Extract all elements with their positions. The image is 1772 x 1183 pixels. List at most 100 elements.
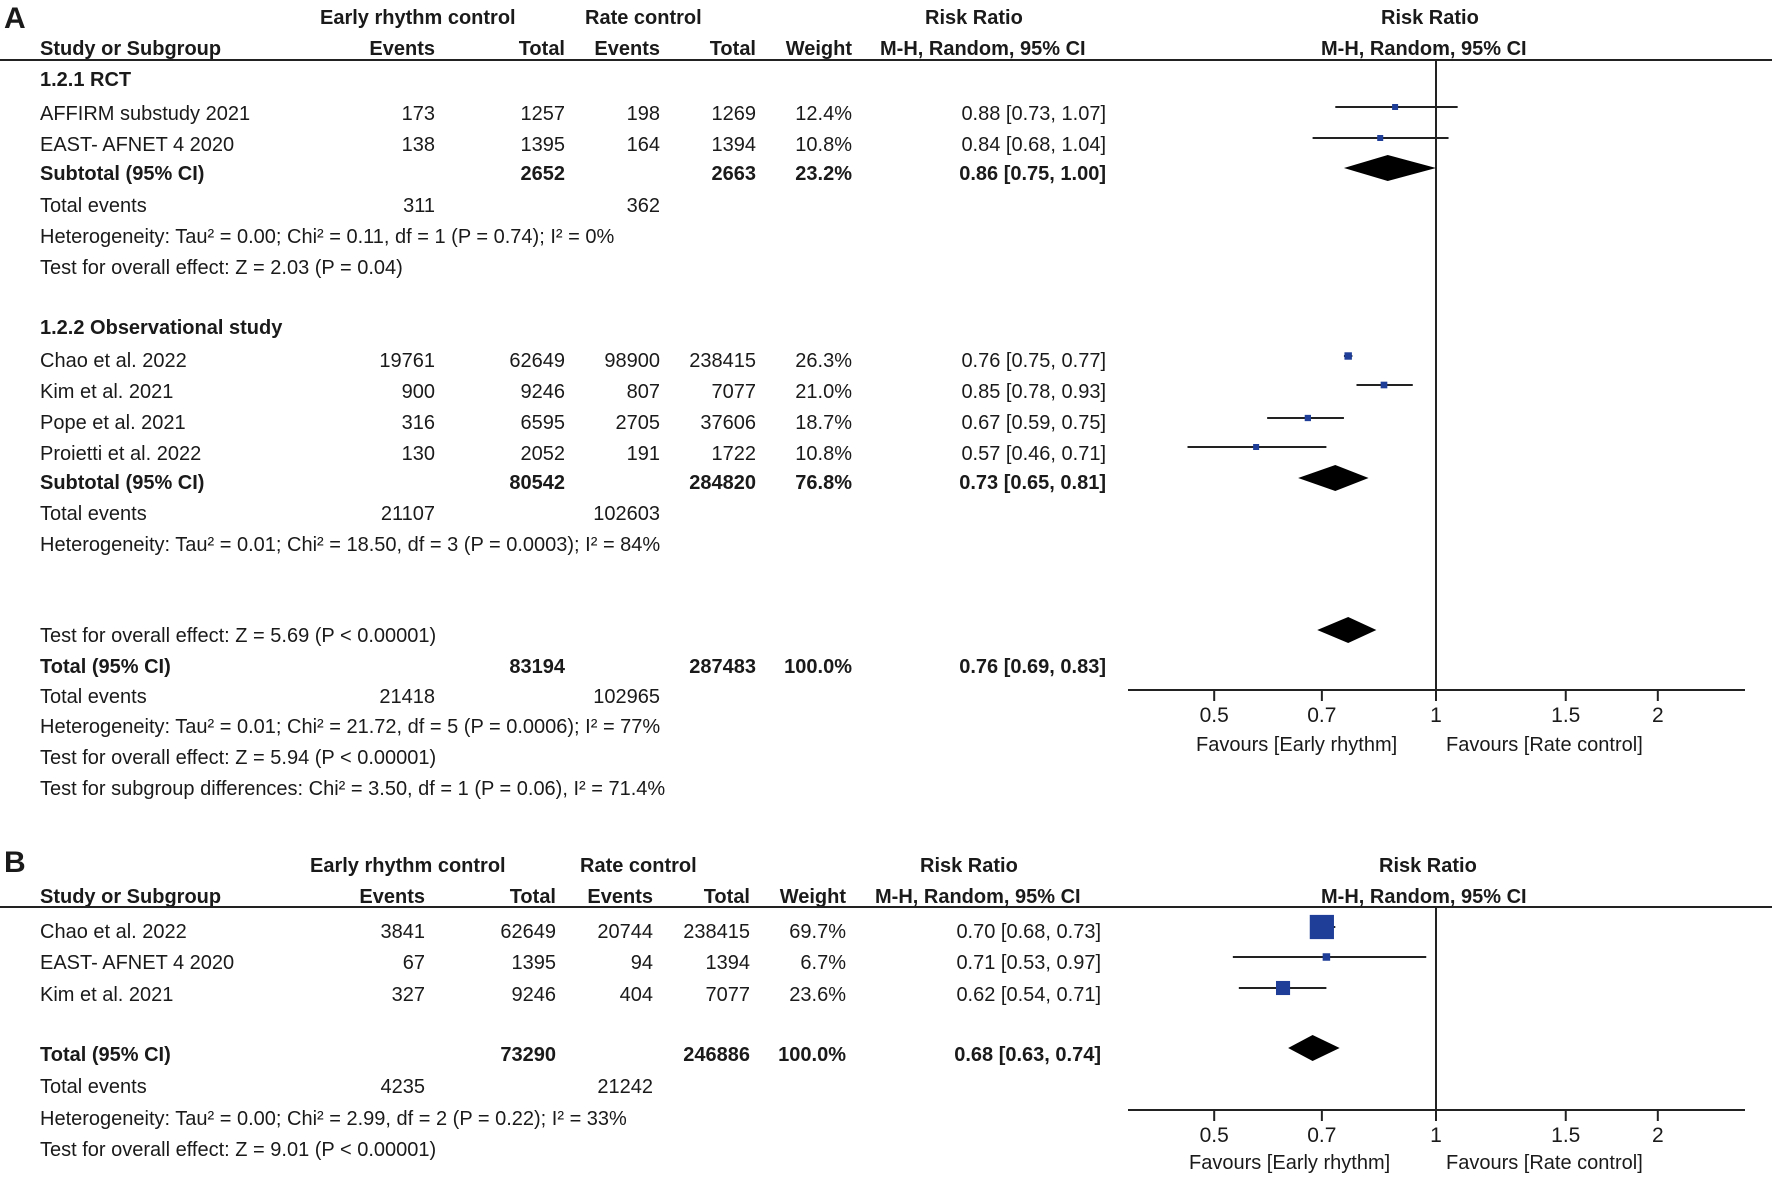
events-early: 67 bbox=[402, 952, 425, 974]
x-tick-label: 2 bbox=[1652, 704, 1664, 727]
events-early: 138 bbox=[401, 134, 435, 156]
study-name: Proietti et al. 2022 bbox=[40, 443, 202, 465]
total-rate: 7077 bbox=[705, 984, 751, 1006]
summary-statistic: Test for overall effect: Z = 5.94 (P < 0… bbox=[40, 747, 437, 769]
panel-a-col-total-early: Total bbox=[518, 38, 565, 60]
panel-b-label: B bbox=[4, 846, 26, 879]
weight-value: 10.8% bbox=[795, 134, 852, 156]
study-effect-square bbox=[1392, 104, 1399, 110]
subtotal-label: Subtotal (95% CI) bbox=[40, 163, 205, 185]
risk-ratio-ci: 0.71 [0.53, 0.97] bbox=[956, 952, 1101, 974]
x-tick-label: 1.5 bbox=[1551, 704, 1580, 727]
panel-a-header-risk-ratio: Risk Ratio bbox=[925, 7, 1023, 29]
total-events-label: Total events bbox=[40, 686, 147, 708]
panel-a-col-events-rate: Events bbox=[594, 38, 660, 60]
total-rate: 1394 bbox=[705, 952, 751, 974]
total-early: 9246 bbox=[520, 381, 566, 403]
x-tick-label: 0.7 bbox=[1307, 1124, 1336, 1147]
events-early: 173 bbox=[401, 103, 435, 125]
total-events-label: Total events bbox=[40, 1076, 147, 1098]
summary-diamond bbox=[1343, 155, 1436, 181]
total-early: 73290 bbox=[500, 1044, 556, 1066]
weight-value: 100.0% bbox=[778, 1044, 846, 1066]
study-effect-square bbox=[1304, 414, 1311, 422]
weight-value: 12.4% bbox=[795, 103, 852, 125]
panel-a-col-method: M-H, Random, 95% CI bbox=[880, 38, 1086, 60]
events-rate: 98900 bbox=[604, 350, 660, 372]
weight-value: 18.7% bbox=[795, 412, 852, 434]
weight-value: 69.7% bbox=[789, 921, 846, 943]
summary-diamond bbox=[1317, 617, 1377, 643]
study-name: Chao et al. 2022 bbox=[40, 921, 187, 943]
panel-a-favours-left: Favours [Early rhythm] bbox=[1196, 734, 1398, 756]
x-tick-label: 1.5 bbox=[1551, 1124, 1580, 1147]
panel-a-favours-right: Favours [Rate control] bbox=[1446, 734, 1643, 756]
summary-statistic: Heterogeneity: Tau² = 0.01; Chi² = 18.50… bbox=[40, 534, 661, 556]
subtotal-label: Subtotal (95% CI) bbox=[40, 472, 205, 494]
weight-value: 10.8% bbox=[795, 443, 852, 465]
total-rate: 1269 bbox=[711, 103, 757, 125]
total-rate: 238415 bbox=[683, 921, 750, 943]
total-rate: 238415 bbox=[689, 350, 756, 372]
study-effect-square bbox=[1377, 135, 1384, 141]
total-early: 83194 bbox=[509, 656, 565, 678]
panel-a-col-total-rate: Total bbox=[709, 38, 756, 60]
events-rate: 20744 bbox=[597, 921, 653, 943]
events-early: 316 bbox=[401, 412, 435, 434]
study-name: Pope et al. 2021 bbox=[40, 412, 186, 434]
events-early: 311 bbox=[403, 195, 435, 217]
subgroup-heading: 1.2.1 RCT bbox=[40, 69, 132, 91]
panel-a-col-weight: Weight bbox=[785, 38, 852, 60]
total-rate: 287483 bbox=[689, 656, 756, 678]
study-name: EAST- AFNET 4 2020 bbox=[40, 952, 235, 974]
events-early: 21107 bbox=[380, 503, 435, 525]
x-tick-label: 0.5 bbox=[1200, 1124, 1229, 1147]
events-rate: 102603 bbox=[593, 503, 660, 525]
panel-a-plot-method: M-H, Random, 95% CI bbox=[1321, 38, 1527, 60]
summary-statistic: Heterogeneity: Tau² = 0.00; Chi² = 0.11,… bbox=[40, 226, 615, 248]
study-effect-square bbox=[1344, 352, 1352, 360]
summary-statistic: Heterogeneity: Tau² = 0.01; Chi² = 21.72… bbox=[40, 716, 661, 738]
total-rate: 284820 bbox=[689, 472, 756, 494]
risk-ratio-ci: 0.73 [0.65, 0.81] bbox=[959, 472, 1106, 494]
total-rate: 2663 bbox=[711, 163, 757, 185]
panel-b-plot-title: Risk Ratio bbox=[1379, 855, 1477, 877]
weight-value: 6.7% bbox=[800, 952, 846, 974]
panel-a-header-rate-control: Rate control bbox=[585, 7, 702, 29]
events-rate: 362 bbox=[626, 195, 660, 217]
events-rate: 807 bbox=[626, 381, 660, 403]
total-early: 1395 bbox=[520, 134, 566, 156]
events-early: 900 bbox=[401, 381, 435, 403]
panel-a-label: A bbox=[4, 2, 26, 35]
total-early: 2652 bbox=[520, 163, 566, 185]
study-name: Chao et al. 2022 bbox=[40, 350, 187, 372]
events-early: 19761 bbox=[379, 350, 435, 372]
total-early: 80542 bbox=[509, 472, 565, 494]
total-early: 9246 bbox=[511, 984, 557, 1006]
summary-diamond bbox=[1298, 465, 1369, 491]
weight-value: 76.8% bbox=[795, 472, 852, 494]
total-rate: 7077 bbox=[711, 381, 757, 403]
panel-b-col-events-rate: Events bbox=[587, 886, 653, 908]
subgroup-heading: 1.2.2 Observational study bbox=[40, 317, 283, 339]
total-events-label: Total events bbox=[40, 503, 147, 525]
total-early: 2052 bbox=[520, 443, 566, 465]
panel-b-col-total-rate: Total bbox=[703, 886, 750, 908]
study-effect-square bbox=[1275, 980, 1291, 996]
events-rate: 102965 bbox=[593, 686, 660, 708]
total-rate: 246886 bbox=[683, 1044, 750, 1066]
summary-statistic: Test for overall effect: Z = 5.69 (P < 0… bbox=[40, 625, 437, 647]
events-early: 4235 bbox=[380, 1076, 426, 1098]
x-tick-label: 2 bbox=[1652, 1124, 1664, 1147]
risk-ratio-ci: 0.70 [0.68, 0.73] bbox=[956, 921, 1101, 943]
risk-ratio-ci: 0.67 [0.59, 0.75] bbox=[961, 412, 1106, 434]
events-rate: 198 bbox=[626, 103, 660, 125]
panel-a-plot-title: Risk Ratio bbox=[1381, 7, 1479, 29]
panel-b-col-weight: Weight bbox=[779, 886, 846, 908]
panel-b-col-total-early: Total bbox=[509, 886, 556, 908]
total-early: 1257 bbox=[520, 103, 566, 125]
summary-statistic: Test for overall effect: Z = 9.01 (P < 0… bbox=[40, 1139, 437, 1161]
panel-a-header-early-rhythm: Early rhythm control bbox=[320, 7, 516, 29]
study-effect-square bbox=[1309, 914, 1334, 940]
